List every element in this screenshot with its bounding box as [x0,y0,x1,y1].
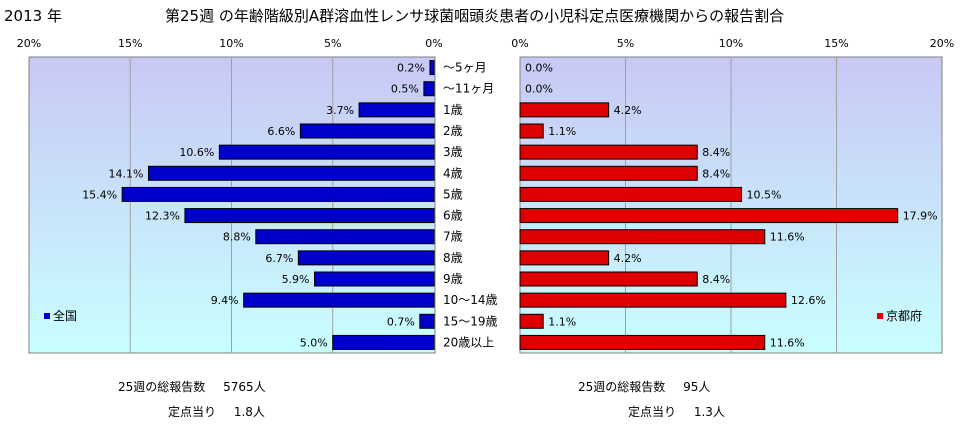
category-label: 10～14歳 [443,293,498,307]
data-label-right: 8.4% [702,167,730,180]
data-label-left: 6.6% [267,125,295,138]
x-tick-label-right: 5% [617,37,634,50]
stats-right-total: 25週の総報告数 95人 [578,378,710,395]
bar-right [519,102,610,118]
category-label: 4歳 [443,166,463,180]
data-label-right: 11.6% [770,231,805,244]
data-label-left: 0.7% [387,315,415,328]
data-label-left: 15.4% [82,188,117,201]
stats-right-per-value: 1.3人 [693,405,725,419]
bar-left [332,334,435,350]
x-tick-label-right: 15% [824,37,848,50]
bar-left [121,186,435,202]
data-label-right: 8.4% [702,273,730,286]
bar-right [519,271,698,287]
x-tick-label-right: 10% [719,37,743,50]
bar-left [423,81,435,97]
stats-right-per: 定点当り 1.3人 [628,403,725,420]
data-label-right: 10.5% [747,188,782,201]
bar-left [358,102,435,118]
category-label: 3歳 [443,145,463,159]
category-label: 6歳 [443,209,463,223]
year-label: 2013 年 [4,7,62,25]
bar-right [519,313,544,329]
bar-left [147,165,435,181]
legend-swatch-left [44,313,50,319]
legend-label-right: 京都府 [886,308,922,323]
population-pyramid-chart: 20% 15% 10% 5% 0% 0% 5% 10% 15% 20% 0.2% 0.0% ～5ヶ月 0.… [17,37,954,354]
category-label: ～11ヶ月 [443,82,494,96]
bar-right [519,208,899,224]
bar-left [243,292,435,308]
legend-left: 全国 [44,308,77,323]
x-tick-label-left: 5% [324,37,341,50]
stats-left-total-label: 25週の総報告数 [118,380,206,394]
bar-left [429,60,435,76]
data-label-right: 0.0% [525,83,553,96]
x-tick-label-left: 0% [425,37,442,50]
bar-right [519,186,743,202]
x-tick-label-right: 0% [511,37,528,50]
data-label-right: 1.1% [548,125,576,138]
data-label-right: 1.1% [548,315,576,328]
stats-right-per-label: 定点当り [628,405,677,419]
data-label-right: 12.6% [791,294,826,307]
data-label-left: 14.1% [109,167,144,180]
stats-right-total-value: 95人 [683,380,711,394]
bar-left [255,229,435,245]
data-label-right: 11.6% [770,336,805,349]
data-label-left: 6.7% [265,252,293,265]
legend-right: 京都府 [877,308,922,323]
bar-right [519,334,766,350]
data-label-right: 17.9% [903,210,938,223]
bar-left [419,313,435,329]
bar-right [519,144,698,160]
data-label-left: 5.0% [300,336,328,349]
bar-left [297,250,435,266]
stats-right-total-label: 25週の総報告数 [578,380,666,394]
category-label: 5歳 [443,187,463,201]
x-tick-label-left: 15% [118,37,142,50]
bar-right [519,292,787,308]
bar-right [519,165,698,181]
x-tick-label-left: 10% [219,37,243,50]
bar-right [519,229,766,245]
category-label: 2歳 [443,124,463,138]
bar-right [519,123,544,139]
data-label-right: 0.0% [525,62,553,75]
bar-left [218,144,435,160]
data-label-left: 12.3% [145,210,180,223]
category-label: 9歳 [443,272,463,286]
legend-label-left: 全国 [53,308,77,323]
data-label-right: 4.2% [614,104,642,117]
stats-left-total-value: 5765人 [223,380,266,394]
bar-left [299,123,435,139]
category-label: 8歳 [443,251,463,265]
data-label-left: 3.7% [326,104,354,117]
chart-title: 第25週 の年齢階級別A群溶血性レンサ球菌咽頭炎患者の小児科定点医療機関からの報… [165,7,785,25]
category-label: 20歳以上 [443,335,494,349]
data-label-left: 0.2% [397,62,425,75]
stats-left-per-value: 1.8人 [233,405,265,419]
data-label-left: 9.4% [211,294,239,307]
legend-swatch-right [877,313,883,319]
stats-left-per: 定点当り 1.8人 [168,403,265,420]
data-label-left: 0.5% [391,83,419,96]
category-label: 7歳 [443,230,463,244]
category-label: ～5ヶ月 [443,61,487,75]
category-label: 15～19歳 [443,314,498,328]
data-label-right: 4.2% [614,252,642,265]
data-label-right: 8.4% [702,146,730,159]
stats-left-per-label: 定点当り [168,405,217,419]
data-label-left: 10.6% [179,146,214,159]
bar-left [314,271,435,287]
bar-right [519,250,610,266]
data-label-left: 5.9% [282,273,310,286]
bar-left [184,208,435,224]
category-label: 1歳 [443,103,463,117]
x-tick-label-right: 20% [930,37,954,50]
x-tick-label-left: 20% [17,37,41,50]
stats-left-total: 25週の総報告数 5765人 [118,378,266,395]
data-label-left: 8.8% [223,231,251,244]
